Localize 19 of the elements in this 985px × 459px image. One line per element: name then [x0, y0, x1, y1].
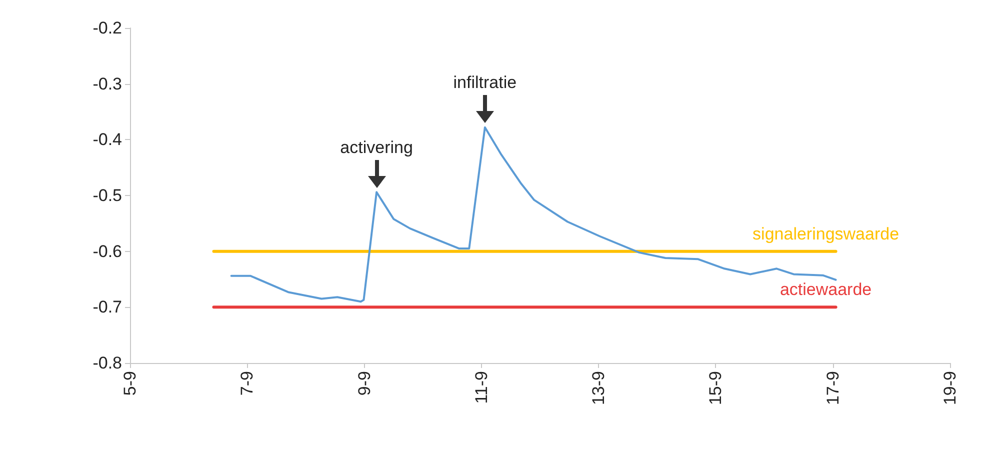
series-label: actiewaarde: [780, 280, 872, 300]
x-tick-label: 5-9: [120, 371, 140, 396]
x-tick-label: 7-9: [238, 371, 257, 396]
y-tick-label: -0.5: [92, 186, 122, 205]
y-tick-label: -0.2: [92, 18, 122, 38]
y-tick-label: -0.4: [92, 130, 122, 150]
y-tick-label: -0.3: [92, 74, 122, 94]
x-tick-label: 11-9: [472, 371, 491, 404]
x-tick-label: 17-9: [823, 371, 842, 406]
x-tick-label: 13-9: [589, 371, 608, 406]
x-tick-label: 19-9: [940, 371, 960, 406]
annotation: infiltratie: [452, 73, 518, 94]
y-tick-label: -0.7: [92, 298, 122, 317]
series-label: signaleringswaarde: [752, 224, 900, 244]
y-tick-label: -0.6: [92, 242, 122, 261]
x-tick-label: 9-9: [354, 371, 374, 396]
x-tick-label: 15-9: [706, 371, 726, 406]
annotation: activering: [339, 138, 414, 158]
y-tick-label: -0.8: [92, 354, 122, 372]
